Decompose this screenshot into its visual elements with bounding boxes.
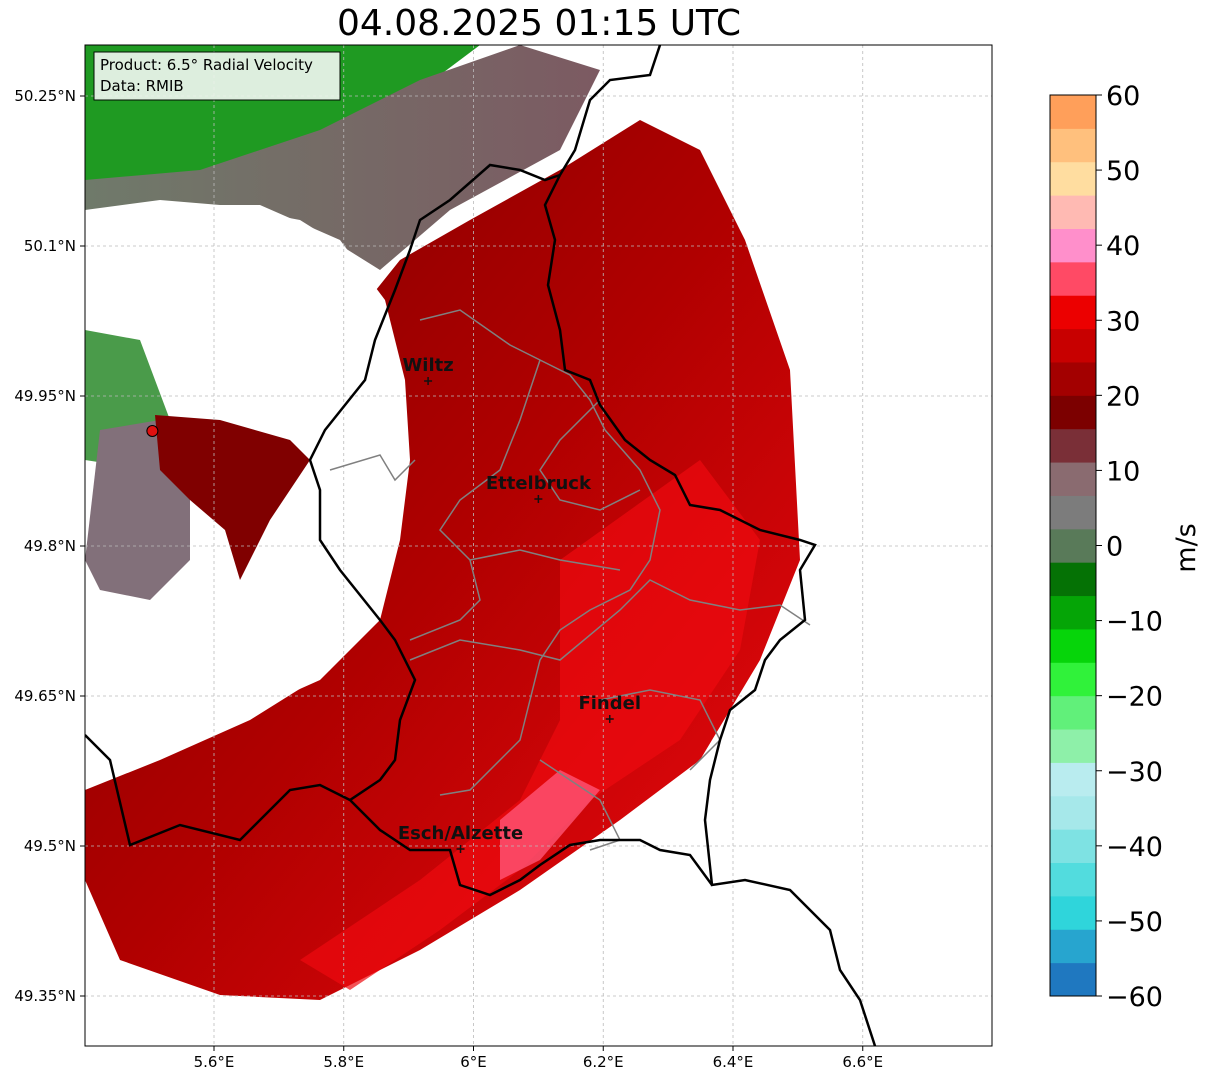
colorbar-tick-label: 30 [1106,306,1140,337]
info-box-background [93,51,341,101]
colorbar-tick-label: −20 [1106,682,1163,713]
colorbar-segment [1050,195,1096,229]
city-labels: Wiltz Ettelbruck Findel Esch/Alzette [398,355,641,853]
x-tick-label: 5.6°E [194,1053,235,1071]
colorbar-segment [1050,628,1096,663]
colorbar-unit-label: m/s [1171,523,1202,572]
colorbar-tick-label: −10 [1106,607,1163,638]
colorbar-segment [1050,261,1096,296]
colorbar-segment [1050,95,1096,129]
colorbar-segment [1050,795,1096,830]
colorbar-segment [1050,562,1096,597]
colorbar [1050,95,1096,997]
colorbar-tick-label: 20 [1106,381,1140,412]
colorbar-tick-label: −40 [1106,832,1163,863]
colorbar-segment [1050,128,1096,163]
x-tick-label: 5.8°E [323,1053,364,1071]
y-tick-label: 50.25°N [14,87,76,105]
colorbar-segment [1050,595,1096,630]
city-label: Wiltz [402,355,453,376]
x-tick-label: 6°E [460,1053,487,1071]
colorbar-segment [1050,328,1096,363]
colorbar-segment [1050,929,1096,964]
echo-grey-north [85,45,600,270]
city-marker [605,715,614,723]
colorbar-tick-label: 0 [1106,532,1123,563]
y-tick-label: 49.65°N [14,687,76,705]
y-tick-label: 50.1°N [24,237,76,255]
colorbar-segment [1050,895,1096,930]
colorbar-segment [1050,729,1096,763]
colorbar-segment [1050,862,1096,897]
echo-near-radar-red [155,415,310,580]
city-label: Esch/Alzette [398,823,523,844]
colorbar-segment [1050,228,1096,263]
colorbar-segment [1050,662,1096,697]
borders-layer [85,45,877,1046]
x-tick-label: 6.2°E [583,1053,624,1071]
colorbar-segment [1050,395,1096,430]
colorbar-segment [1050,762,1096,797]
colorbar-tick-label: 50 [1106,156,1140,187]
y-tick-label: 49.35°N [14,987,76,1005]
y-tick-label: 49.95°N [14,387,76,405]
colorbar-segment [1050,428,1096,463]
colorbar-tick-label: 10 [1106,456,1140,487]
info-data-source: Data: RMIB [100,77,184,95]
info-product: Product: 6.5° Radial Velocity [100,56,313,74]
y-tick-label: 49.5°N [24,837,76,855]
y-axis-ticks: 50.25°N 50.1°N 49.95°N 49.8°N 49.65°N 49.5°N 4… [14,87,85,1005]
colorbar-ticks: −60 −50 −40 −30 −20 −10 0 10 20 30 40 50 60 [1096,81,1163,1013]
colorbar-tick-label: −60 [1106,982,1163,1013]
echo-bright-red [300,460,760,990]
city-label: Ettelbruck [486,473,592,494]
map-title: 04.08.2025 01:15 UTC [336,3,742,44]
x-axis-ticks: 5.6°E 5.8°E 6°E 6.2°E 6.4°E 6.6°E [194,1046,883,1071]
radar-layer [85,45,800,1000]
national-border [85,45,877,1046]
colorbar-tick-label: −50 [1106,907,1163,938]
city-marker [534,495,543,503]
x-tick-label: 6.4°E [713,1053,754,1071]
colorbar-segment [1050,295,1096,330]
colorbar-segment [1050,361,1096,396]
echo-red-arc [85,120,800,1000]
colorbar-segment [1050,495,1096,530]
x-tick-label: 6.6°E [842,1053,883,1071]
city-marker [456,845,465,853]
colorbar-segment [1050,962,1096,997]
colorbar-segment [1050,161,1096,196]
colorbar-segment [1050,829,1096,864]
colorbar-segment [1050,462,1096,496]
canton-boundaries [329,309,811,851]
city-label: Findel [578,693,641,714]
y-tick-label: 49.8°N [24,537,76,555]
colorbar-tick-label: −30 [1106,757,1163,788]
colorbar-segment [1050,528,1096,563]
city-marker [424,377,433,385]
colorbar-tick-label: 60 [1106,81,1140,112]
colorbar-tick-label: 40 [1106,231,1140,262]
info-box: Product: 6.5° Radial Velocity Data: RMIB [93,51,341,101]
echo-pink-streak [500,770,600,880]
radar-site-marker [146,425,159,437]
colorbar-segment [1050,695,1096,730]
